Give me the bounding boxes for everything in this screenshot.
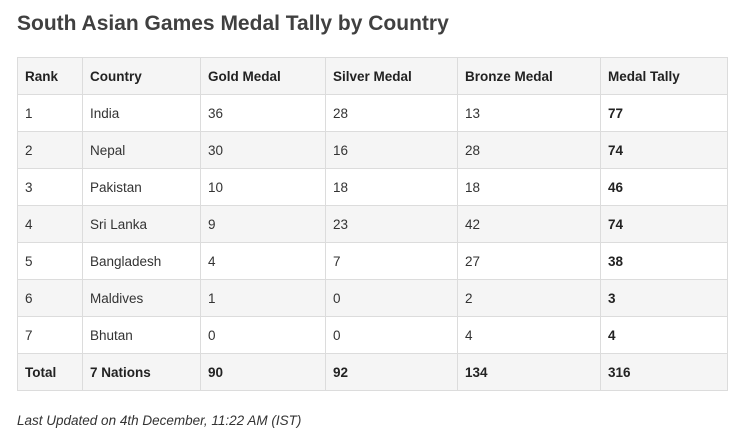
cell-country: Bangladesh	[82, 242, 201, 280]
cell-bronze: 4	[457, 316, 601, 354]
cell-medal-tally: 3	[600, 279, 728, 317]
cell-country: Nepal	[82, 131, 201, 169]
header-gold-medal: Gold Medal	[200, 57, 326, 95]
table-row: 4 Sri Lanka 9 23 42 74	[17, 205, 728, 243]
cell-rank: 6	[17, 279, 83, 317]
cell-gold: 0	[200, 316, 326, 354]
cell-medal-tally: 74	[600, 131, 728, 169]
cell-country: Bhutan	[82, 316, 201, 354]
header-country: Country	[82, 57, 201, 95]
cell-rank: 4	[17, 205, 83, 243]
medal-tally-table: Rank Country Gold Medal Silver Medal Bro…	[17, 57, 728, 391]
cell-bronze: 18	[457, 168, 601, 206]
cell-country: Maldives	[82, 279, 201, 317]
cell-medal-tally: 77	[600, 94, 728, 132]
cell-silver: 23	[325, 205, 458, 243]
page-title: South Asian Games Medal Tally by Country	[17, 12, 449, 35]
header-silver-medal: Silver Medal	[325, 57, 458, 95]
total-medal-tally: 316	[600, 353, 728, 391]
cell-bronze: 27	[457, 242, 601, 280]
cell-gold: 4	[200, 242, 326, 280]
table-header-row: Rank Country Gold Medal Silver Medal Bro…	[17, 57, 728, 95]
cell-silver: 0	[325, 316, 458, 354]
cell-medal-tally: 4	[600, 316, 728, 354]
cell-bronze: 2	[457, 279, 601, 317]
cell-gold: 9	[200, 205, 326, 243]
cell-medal-tally: 46	[600, 168, 728, 206]
total-nations: 7 Nations	[82, 353, 201, 391]
cell-country: India	[82, 94, 201, 132]
cell-silver: 0	[325, 279, 458, 317]
table-total-row: Total 7 Nations 90 92 134 316	[17, 353, 728, 391]
table-row: 6 Maldives 1 0 2 3	[17, 279, 728, 317]
table-row: 7 Bhutan 0 0 4 4	[17, 316, 728, 354]
cell-rank: 2	[17, 131, 83, 169]
cell-silver: 7	[325, 242, 458, 280]
cell-silver: 16	[325, 131, 458, 169]
cell-rank: 7	[17, 316, 83, 354]
cell-gold: 30	[200, 131, 326, 169]
table-row: 3 Pakistan 10 18 18 46	[17, 168, 728, 206]
header-medal-tally: Medal Tally	[600, 57, 728, 95]
cell-bronze: 28	[457, 131, 601, 169]
cell-country: Pakistan	[82, 168, 201, 206]
cell-gold: 1	[200, 279, 326, 317]
table-row: 1 India 36 28 13 77	[17, 94, 728, 132]
cell-bronze: 42	[457, 205, 601, 243]
last-updated-note: Last Updated on 4th December, 11:22 AM (…	[17, 413, 302, 428]
total-rank-label: Total	[17, 353, 83, 391]
cell-gold: 36	[200, 94, 326, 132]
cell-gold: 10	[200, 168, 326, 206]
total-silver: 92	[325, 353, 458, 391]
table-row: 2 Nepal 30 16 28 74	[17, 131, 728, 169]
cell-bronze: 13	[457, 94, 601, 132]
cell-silver: 28	[325, 94, 458, 132]
cell-medal-tally: 74	[600, 205, 728, 243]
total-gold: 90	[200, 353, 326, 391]
header-rank: Rank	[17, 57, 83, 95]
total-bronze: 134	[457, 353, 601, 391]
header-bronze-medal: Bronze Medal	[457, 57, 601, 95]
cell-medal-tally: 38	[600, 242, 728, 280]
cell-country: Sri Lanka	[82, 205, 201, 243]
cell-rank: 5	[17, 242, 83, 280]
cell-silver: 18	[325, 168, 458, 206]
cell-rank: 3	[17, 168, 83, 206]
table-row: 5 Bangladesh 4 7 27 38	[17, 242, 728, 280]
cell-rank: 1	[17, 94, 83, 132]
